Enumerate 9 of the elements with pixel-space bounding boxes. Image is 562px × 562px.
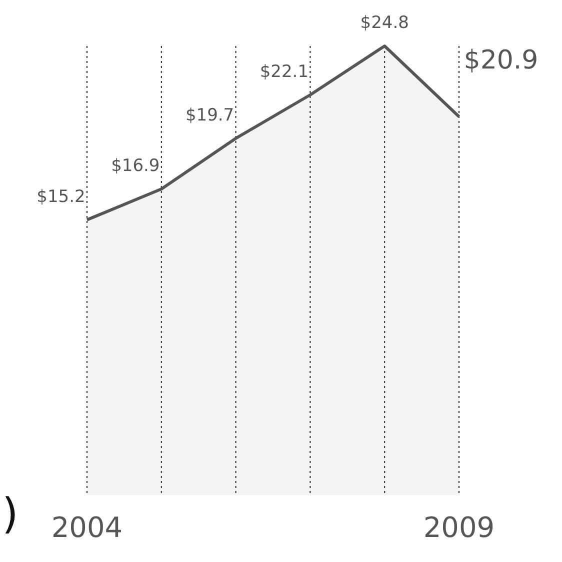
- data-label: $22.1: [260, 62, 309, 82]
- x-tick-label: 2004: [51, 510, 123, 544]
- data-label: $15.2: [36, 186, 86, 207]
- x-tick-label: 2009: [423, 510, 495, 544]
- data-label: $20.9: [464, 46, 538, 76]
- data-label: $24.8: [360, 13, 409, 33]
- text: ): [2, 489, 18, 538]
- data-label: $16.9: [111, 156, 160, 176]
- data-label: $19.7: [185, 105, 234, 126]
